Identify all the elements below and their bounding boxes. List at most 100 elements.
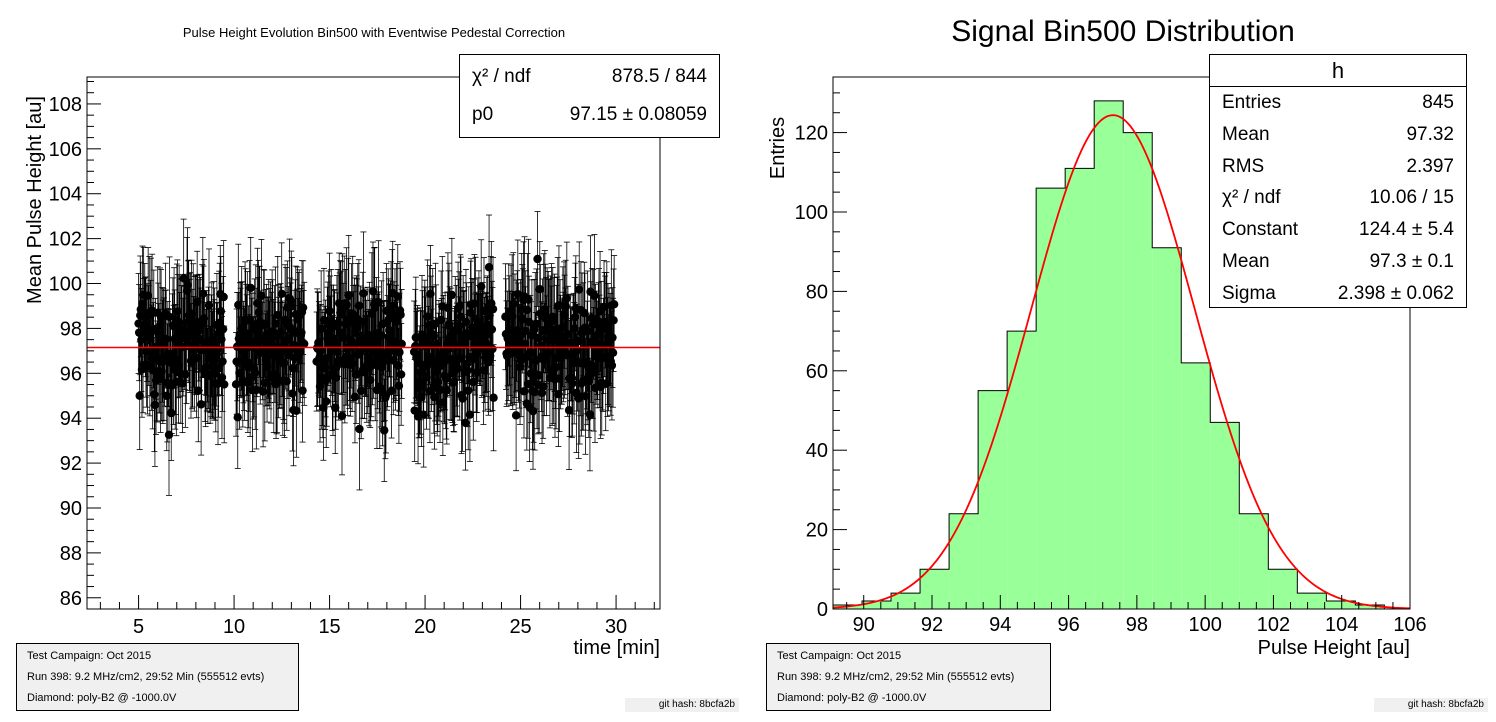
data-point: [350, 392, 360, 402]
data-point: [157, 367, 166, 376]
data-point: [430, 392, 439, 402]
data-point: [411, 341, 420, 351]
y-tick-label: 80: [806, 281, 828, 303]
stats-label: RMS: [1222, 155, 1265, 177]
data-point: [187, 309, 196, 318]
data-point: [245, 315, 254, 324]
data-point: [217, 373, 227, 382]
stats-label: Constant: [1222, 219, 1299, 241]
data-point: [535, 371, 544, 380]
fit-stats-box: χ² / ndf 878.5 / 844 p0 97.15 ± 0.08059: [459, 54, 720, 138]
histogram-stats-box: h Entries 845 Mean 97.32 RMS 2.397 χ² / ndf 10.…: [1209, 54, 1467, 308]
data-point: [322, 397, 331, 406]
data-point: [416, 368, 426, 377]
data-point: [513, 289, 523, 299]
data-point: [419, 410, 428, 419]
left-title: Pulse Height Evolution Bin500 with Event…: [183, 25, 565, 40]
y-tick-label: 20: [806, 520, 828, 542]
data-point: [273, 310, 282, 320]
data-point: [232, 357, 241, 366]
data-point: [554, 389, 563, 399]
data-point: [520, 339, 530, 349]
histogram-bar: [1239, 513, 1269, 609]
data-point: [333, 347, 342, 357]
data-point: [262, 362, 272, 371]
data-point: [216, 307, 226, 316]
data-point: [488, 344, 497, 354]
x-tick-label: 30: [605, 616, 627, 638]
data-point: [260, 378, 269, 388]
data-point: [465, 410, 475, 419]
data-point: [435, 385, 445, 395]
y-tick-label: 104: [49, 184, 82, 206]
info-campaign: Test Campaign: Oct 2015: [27, 650, 152, 662]
data-point: [331, 403, 340, 412]
stats-value: 10.06 / 15: [1369, 187, 1454, 209]
data-point: [473, 349, 482, 358]
data-point: [243, 329, 252, 338]
data-point: [462, 359, 472, 369]
stats-label: Mean: [1222, 251, 1270, 272]
data-point: [233, 413, 242, 422]
stats-value: 124.4 ± 5.4: [1359, 219, 1454, 241]
stats-value: 97.3 ± 0.1: [1369, 251, 1454, 272]
data-point: [183, 280, 192, 290]
x-tick-label: 90: [853, 614, 875, 636]
data-point: [365, 331, 374, 340]
data-point: [156, 374, 165, 383]
y-tick-label: 106: [49, 139, 82, 161]
data-point: [257, 291, 266, 301]
data-point: [559, 310, 569, 320]
data-point: [368, 287, 378, 296]
data-point: [489, 393, 498, 402]
data-point: [237, 324, 246, 333]
right-git-hash: git hash: 8bcfa2b: [1374, 698, 1488, 712]
data-point: [339, 333, 348, 343]
y-tick-label: 86: [60, 588, 82, 610]
histogram-bar: [1007, 331, 1037, 609]
data-point: [488, 304, 498, 314]
y-tick-label: 102: [49, 229, 82, 251]
data-point: [342, 300, 351, 310]
data-point: [535, 284, 544, 294]
data-point: [316, 346, 325, 356]
stats-value: 2.397: [1406, 155, 1454, 177]
data-point: [347, 359, 357, 368]
data-point: [218, 357, 227, 366]
left-info-panel: Test Campaign: Oct 2015 Run 398: 9.2 MHz…: [16, 643, 299, 711]
data-point: [440, 347, 450, 356]
data-point: [461, 317, 471, 327]
info-run: Run 398: 9.2 MHz/cm2, 29:52 Min (555512 …: [777, 671, 1015, 683]
data-point: [194, 386, 203, 395]
data-point: [533, 254, 542, 264]
data-point: [167, 408, 176, 418]
right-plot-area: 90 92 94 96 98 100 102 104 106 0 20 40 60 80 100 120: [795, 76, 1427, 636]
data-point: [463, 366, 472, 375]
data-point: [536, 341, 546, 350]
histogram-bar: [920, 569, 950, 609]
data-point: [466, 308, 475, 317]
data-point: [322, 374, 331, 384]
data-point: [474, 319, 484, 328]
data-point: [464, 386, 473, 395]
data-point: [422, 373, 431, 382]
stats-title: h: [1210, 55, 1466, 87]
data-point: [204, 301, 214, 310]
data-point: [331, 373, 340, 382]
data-point: [570, 324, 579, 333]
data-point: [319, 403, 328, 412]
data-point: [325, 325, 335, 334]
data-point: [173, 307, 182, 316]
x-tick-label: 94: [989, 614, 1011, 636]
x-tick-label: 92: [921, 614, 943, 636]
data-point: [487, 325, 497, 334]
data-point: [387, 301, 397, 311]
data-point: [458, 394, 467, 403]
data-point: [555, 374, 564, 383]
data-point: [142, 347, 151, 356]
histogram-bar: [1268, 569, 1298, 609]
data-point: [135, 391, 144, 400]
data-point: [530, 387, 539, 397]
data-point: [393, 292, 402, 301]
data-point: [413, 351, 422, 360]
